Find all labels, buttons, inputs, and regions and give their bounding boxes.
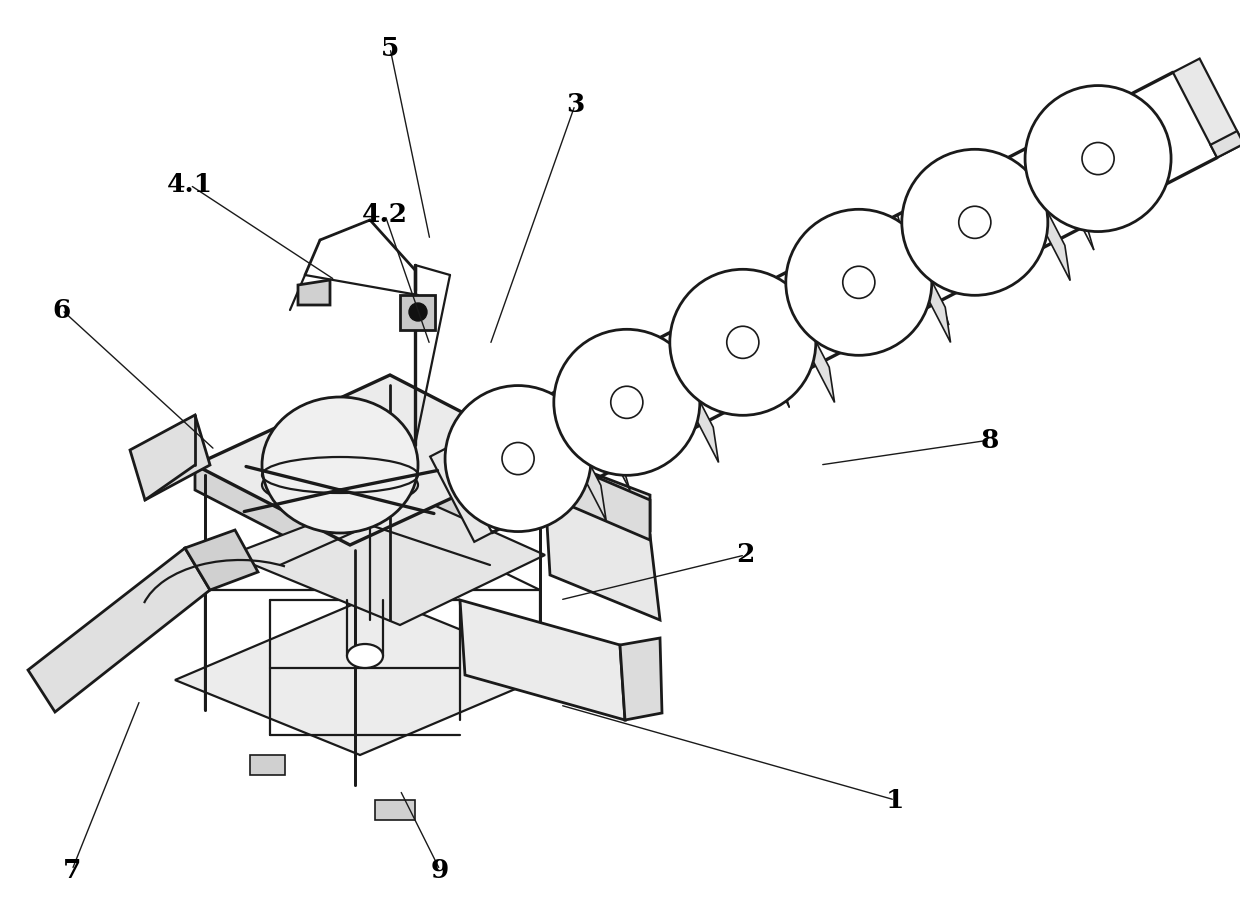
Polygon shape	[195, 455, 546, 570]
Polygon shape	[546, 455, 650, 540]
Ellipse shape	[262, 397, 418, 533]
Ellipse shape	[502, 443, 534, 475]
Text: 6: 6	[53, 298, 71, 322]
Polygon shape	[546, 455, 650, 530]
Ellipse shape	[347, 644, 383, 668]
Ellipse shape	[262, 463, 418, 507]
Polygon shape	[1173, 58, 1240, 158]
Polygon shape	[546, 490, 660, 620]
Ellipse shape	[901, 150, 1048, 295]
Ellipse shape	[1025, 86, 1171, 232]
Text: 8: 8	[981, 427, 999, 453]
Ellipse shape	[1083, 142, 1114, 174]
Polygon shape	[250, 755, 285, 775]
Polygon shape	[29, 548, 210, 712]
Polygon shape	[195, 375, 546, 545]
Ellipse shape	[409, 303, 427, 321]
Polygon shape	[1025, 170, 1070, 280]
Polygon shape	[298, 280, 330, 305]
Text: 4.2: 4.2	[362, 203, 408, 227]
Ellipse shape	[843, 267, 875, 299]
Text: 3: 3	[565, 92, 584, 118]
Text: 2: 2	[735, 542, 754, 568]
Polygon shape	[130, 415, 210, 500]
Polygon shape	[430, 447, 492, 541]
Ellipse shape	[445, 385, 591, 531]
Polygon shape	[620, 638, 662, 720]
Polygon shape	[562, 410, 606, 520]
Ellipse shape	[727, 326, 759, 359]
Text: 5: 5	[381, 36, 399, 60]
Polygon shape	[175, 595, 560, 755]
Polygon shape	[401, 295, 435, 330]
Ellipse shape	[959, 206, 991, 238]
Polygon shape	[675, 352, 718, 463]
Ellipse shape	[786, 209, 931, 355]
Polygon shape	[374, 800, 415, 820]
Polygon shape	[229, 490, 546, 625]
Polygon shape	[790, 292, 835, 403]
Text: 7: 7	[63, 857, 81, 883]
Text: 9: 9	[430, 857, 449, 883]
Text: 1: 1	[885, 788, 904, 813]
Polygon shape	[1210, 131, 1240, 158]
Polygon shape	[185, 530, 258, 590]
Polygon shape	[906, 232, 951, 342]
Ellipse shape	[611, 386, 642, 418]
Polygon shape	[460, 600, 625, 720]
Ellipse shape	[554, 330, 699, 476]
Ellipse shape	[670, 269, 816, 415]
Text: 4.1: 4.1	[167, 173, 213, 197]
